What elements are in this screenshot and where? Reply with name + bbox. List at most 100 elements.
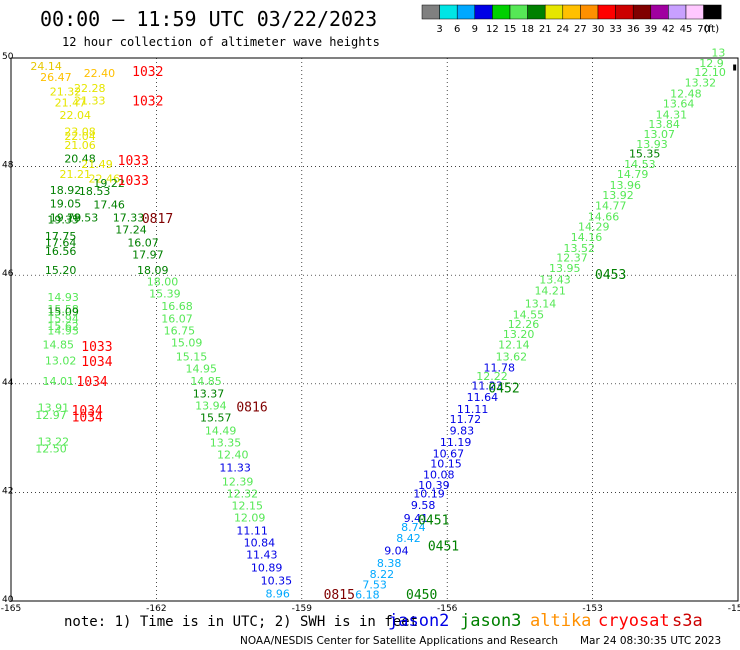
pass-time-label: 0451 bbox=[418, 514, 449, 529]
footer-timestamp: Mar 24 08:30:35 UTC 2023 bbox=[580, 635, 721, 647]
swh-value: 15.15 bbox=[176, 351, 208, 364]
swh-value: 14.66 bbox=[588, 211, 620, 224]
swh-value: 13.62 bbox=[496, 351, 527, 364]
swh-value: 13 bbox=[711, 47, 725, 60]
pass-time-label: 1034 bbox=[81, 355, 112, 370]
swh-value: 11.11 bbox=[236, 524, 268, 537]
swh-value: 19.22 bbox=[93, 177, 125, 190]
mission-legend-entry: jason2 bbox=[388, 611, 449, 631]
swh-value: 14.95 bbox=[185, 363, 217, 376]
y-tick-label: 50 bbox=[2, 52, 14, 62]
pass-time-label: 1033 bbox=[118, 154, 149, 169]
color-scale-legend: 3 6 9 12 15 18 21 24 27 30 33 36 39 42 45 70(ft) bbox=[421, 4, 722, 35]
pass-time-label: 0453 bbox=[595, 268, 626, 283]
swh-value: 6.18 bbox=[355, 588, 380, 601]
mission-legend-entry: altika bbox=[530, 611, 591, 631]
color-swatch bbox=[650, 4, 669, 20]
y-tick-label: 42 bbox=[2, 486, 13, 496]
chart-title: 00:00 – 11:59 UTC 03/22/2023 bbox=[40, 7, 377, 31]
swh-value: 21.49 bbox=[81, 158, 113, 171]
swh-value: 21.47 bbox=[55, 97, 86, 110]
swh-value: 13.64 bbox=[663, 98, 695, 111]
color-scale-label: 30 bbox=[592, 24, 605, 35]
swh-value: 11.78 bbox=[484, 362, 516, 375]
swh-value: 15.62 bbox=[47, 320, 79, 333]
color-swatch bbox=[544, 4, 564, 20]
swh-value: 21.32 bbox=[50, 86, 81, 99]
grid-lines bbox=[11, 58, 738, 601]
swh-value: 14.93 bbox=[47, 291, 79, 304]
swh-value: 15.09 bbox=[47, 306, 79, 319]
swh-value: 12.37 bbox=[556, 251, 588, 264]
color-scale-label: 42 bbox=[662, 24, 675, 35]
swh-value: 22.46 bbox=[89, 173, 121, 186]
note-text: note: 1) Time is in UTC; 2) SWH is in fe… bbox=[64, 614, 418, 630]
swh-value: 10.89 bbox=[251, 561, 283, 574]
pass-time-label: 1032 bbox=[132, 65, 163, 80]
swh-value: 16.07 bbox=[161, 313, 193, 326]
x-tick-label: -165 bbox=[1, 604, 21, 614]
color-scale-label: 70 bbox=[697, 24, 710, 35]
color-scale-label: 18 bbox=[521, 24, 534, 35]
swh-value: 9.83 bbox=[450, 424, 475, 437]
color-scale-label: 9 bbox=[472, 24, 478, 35]
swh-value: 16.75 bbox=[164, 325, 196, 338]
swh-value: 21.06 bbox=[64, 139, 96, 152]
swh-value: 14.21 bbox=[534, 284, 566, 297]
swh-value: 15.39 bbox=[149, 288, 181, 301]
swh-value: 17.97 bbox=[132, 249, 164, 262]
swh-value: 10.19 bbox=[413, 487, 445, 500]
swh-value: 13.84 bbox=[648, 118, 680, 131]
pass-time-label: 0452 bbox=[488, 382, 519, 397]
pass-time-label: 0451 bbox=[428, 540, 459, 555]
axis-ticks: -165 -162 -159 -156 -153 -150 50 48 46 44 42 40 bbox=[1, 52, 740, 614]
color-scale-label: 45 bbox=[680, 24, 693, 35]
color-scale-label: 27 bbox=[574, 24, 587, 35]
color-swatch bbox=[615, 4, 634, 20]
swh-value: 20.48 bbox=[64, 152, 96, 165]
swh-value: 12.97 bbox=[35, 409, 67, 422]
swh-value: 15.35 bbox=[629, 148, 661, 161]
swh-value: 13.93 bbox=[636, 138, 668, 151]
swh-value: 13.22 bbox=[38, 435, 69, 448]
swh-value: 12.15 bbox=[232, 499, 263, 512]
swh-value: 12.14 bbox=[498, 339, 529, 352]
swh-value: 11.64 bbox=[467, 391, 499, 404]
swh-value: 11.43 bbox=[246, 548, 278, 561]
swh-value: 13.43 bbox=[539, 274, 571, 287]
x-tick-label: -150 bbox=[728, 604, 740, 614]
swh-value: 17.75 bbox=[45, 230, 77, 243]
swh-value: 21.33 bbox=[74, 94, 106, 107]
swh-value: 17.64 bbox=[45, 237, 77, 250]
x-tick-label: -159 bbox=[292, 604, 313, 614]
swh-value: 12.09 bbox=[234, 511, 265, 524]
swh-value: 10.67 bbox=[433, 447, 465, 460]
pass-time-label: 0450 bbox=[406, 588, 437, 603]
swh-value: 13.14 bbox=[525, 297, 557, 310]
swh-value: 14.55 bbox=[513, 308, 545, 321]
swh-value: 22.04 bbox=[59, 109, 91, 122]
time-labels: 1032103210331033081710331034103410341034… bbox=[72, 65, 627, 603]
swh-value: 9.04 bbox=[384, 545, 409, 558]
swh-value: 12.32 bbox=[227, 487, 259, 500]
swh-value: 13.92 bbox=[602, 189, 634, 202]
mission-legend-entry: cryosat bbox=[598, 611, 670, 631]
pass-time-label: 1034 bbox=[72, 410, 103, 425]
swh-value: 12.50 bbox=[35, 442, 67, 455]
y-tick-label: 48 bbox=[2, 161, 14, 171]
swh-value: 12.10 bbox=[694, 66, 726, 79]
color-scale-label: 21 bbox=[539, 24, 552, 35]
swh-value: 14.29 bbox=[578, 220, 610, 233]
color-scale-label: 3 bbox=[436, 24, 442, 35]
swh-value: 12.9 bbox=[699, 57, 724, 70]
swh-value: 8.96 bbox=[265, 587, 290, 600]
swh-value: 16.56 bbox=[45, 245, 77, 258]
swh-value: 21.21 bbox=[59, 168, 91, 181]
swh-value: 23.08 bbox=[64, 125, 96, 138]
color-swatch bbox=[597, 4, 616, 20]
swh-value: 8.74 bbox=[401, 521, 426, 534]
swh-value: 15.09 bbox=[171, 337, 203, 350]
swh-value: 14.31 bbox=[656, 108, 688, 121]
color-scale-label: 36 bbox=[627, 24, 640, 35]
